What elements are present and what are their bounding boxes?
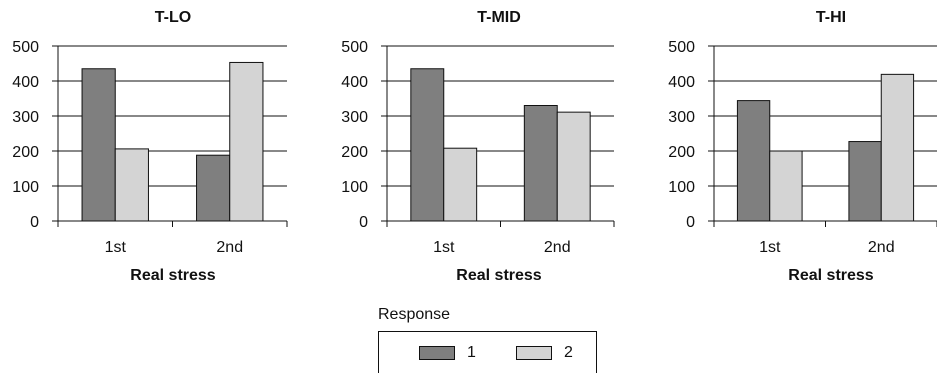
bar-t-hi-2nd-series-1 — [848, 141, 882, 222]
y-tick-label: 200 — [12, 144, 39, 161]
bar-t-hi-1st-series-1 — [736, 100, 771, 222]
legend-item-2: 2 — [516, 344, 573, 362]
y-tick-label: 300 — [12, 109, 39, 126]
legend-swatch-2 — [516, 346, 552, 360]
y-tick-label: 100 — [341, 179, 368, 196]
bar-t-lo-2nd-series-2 — [229, 61, 264, 222]
y-tick-label: 200 — [341, 144, 368, 161]
y-tick-label: 400 — [341, 74, 368, 91]
y-tick-label: 300 — [341, 109, 368, 126]
x-tick-label: 1st — [759, 239, 781, 256]
bar-t-mid-2nd-series-2 — [556, 111, 591, 222]
chart-title: T-MID — [477, 9, 521, 26]
y-tick-label: 100 — [12, 179, 39, 196]
bar-t-lo-1st-series-1 — [81, 68, 116, 222]
legend-label-2: 2 — [564, 344, 573, 361]
y-tick-label: 300 — [668, 109, 695, 126]
chart-title: T-LO — [155, 9, 191, 26]
y-tick-label: 0 — [30, 214, 39, 231]
x-tick-label: 2nd — [544, 239, 571, 256]
y-tick-label: 500 — [12, 39, 39, 56]
x-axis-label: Real stress — [130, 267, 215, 284]
legend-label-1: 1 — [467, 344, 476, 361]
bar-t-hi-1st-series-2 — [769, 150, 803, 222]
y-tick-label: 400 — [668, 74, 695, 91]
x-axis-label: Real stress — [788, 267, 873, 284]
chart-title: T-HI — [816, 9, 846, 26]
legend-title: Response — [378, 306, 451, 323]
bar-t-mid-1st-series-2 — [443, 147, 478, 222]
y-tick-label: 0 — [359, 214, 368, 231]
x-tick-label: 1st — [433, 239, 455, 256]
y-tick-label: 200 — [668, 144, 695, 161]
y-tick-label: 400 — [12, 74, 39, 91]
y-tick-label: 0 — [686, 214, 695, 231]
bar-t-lo-1st-series-2 — [114, 148, 149, 222]
bar-t-mid-1st-series-1 — [410, 68, 445, 222]
bar-t-mid-2nd-series-1 — [523, 105, 558, 222]
x-tick-label: 2nd — [216, 239, 243, 256]
legend: 1 2 — [378, 331, 597, 373]
x-tick-label: 1st — [105, 239, 127, 256]
bar-t-lo-2nd-series-1 — [196, 154, 231, 222]
x-axis-label: Real stress — [456, 267, 541, 284]
y-tick-label: 500 — [668, 39, 695, 56]
bar-t-hi-2nd-series-2 — [880, 73, 915, 222]
legend-item-1: 1 — [419, 344, 476, 362]
y-tick-label: 500 — [341, 39, 368, 56]
x-tick-label: 2nd — [868, 239, 895, 256]
y-tick-label: 100 — [668, 179, 695, 196]
legend-swatch-1 — [419, 346, 455, 360]
